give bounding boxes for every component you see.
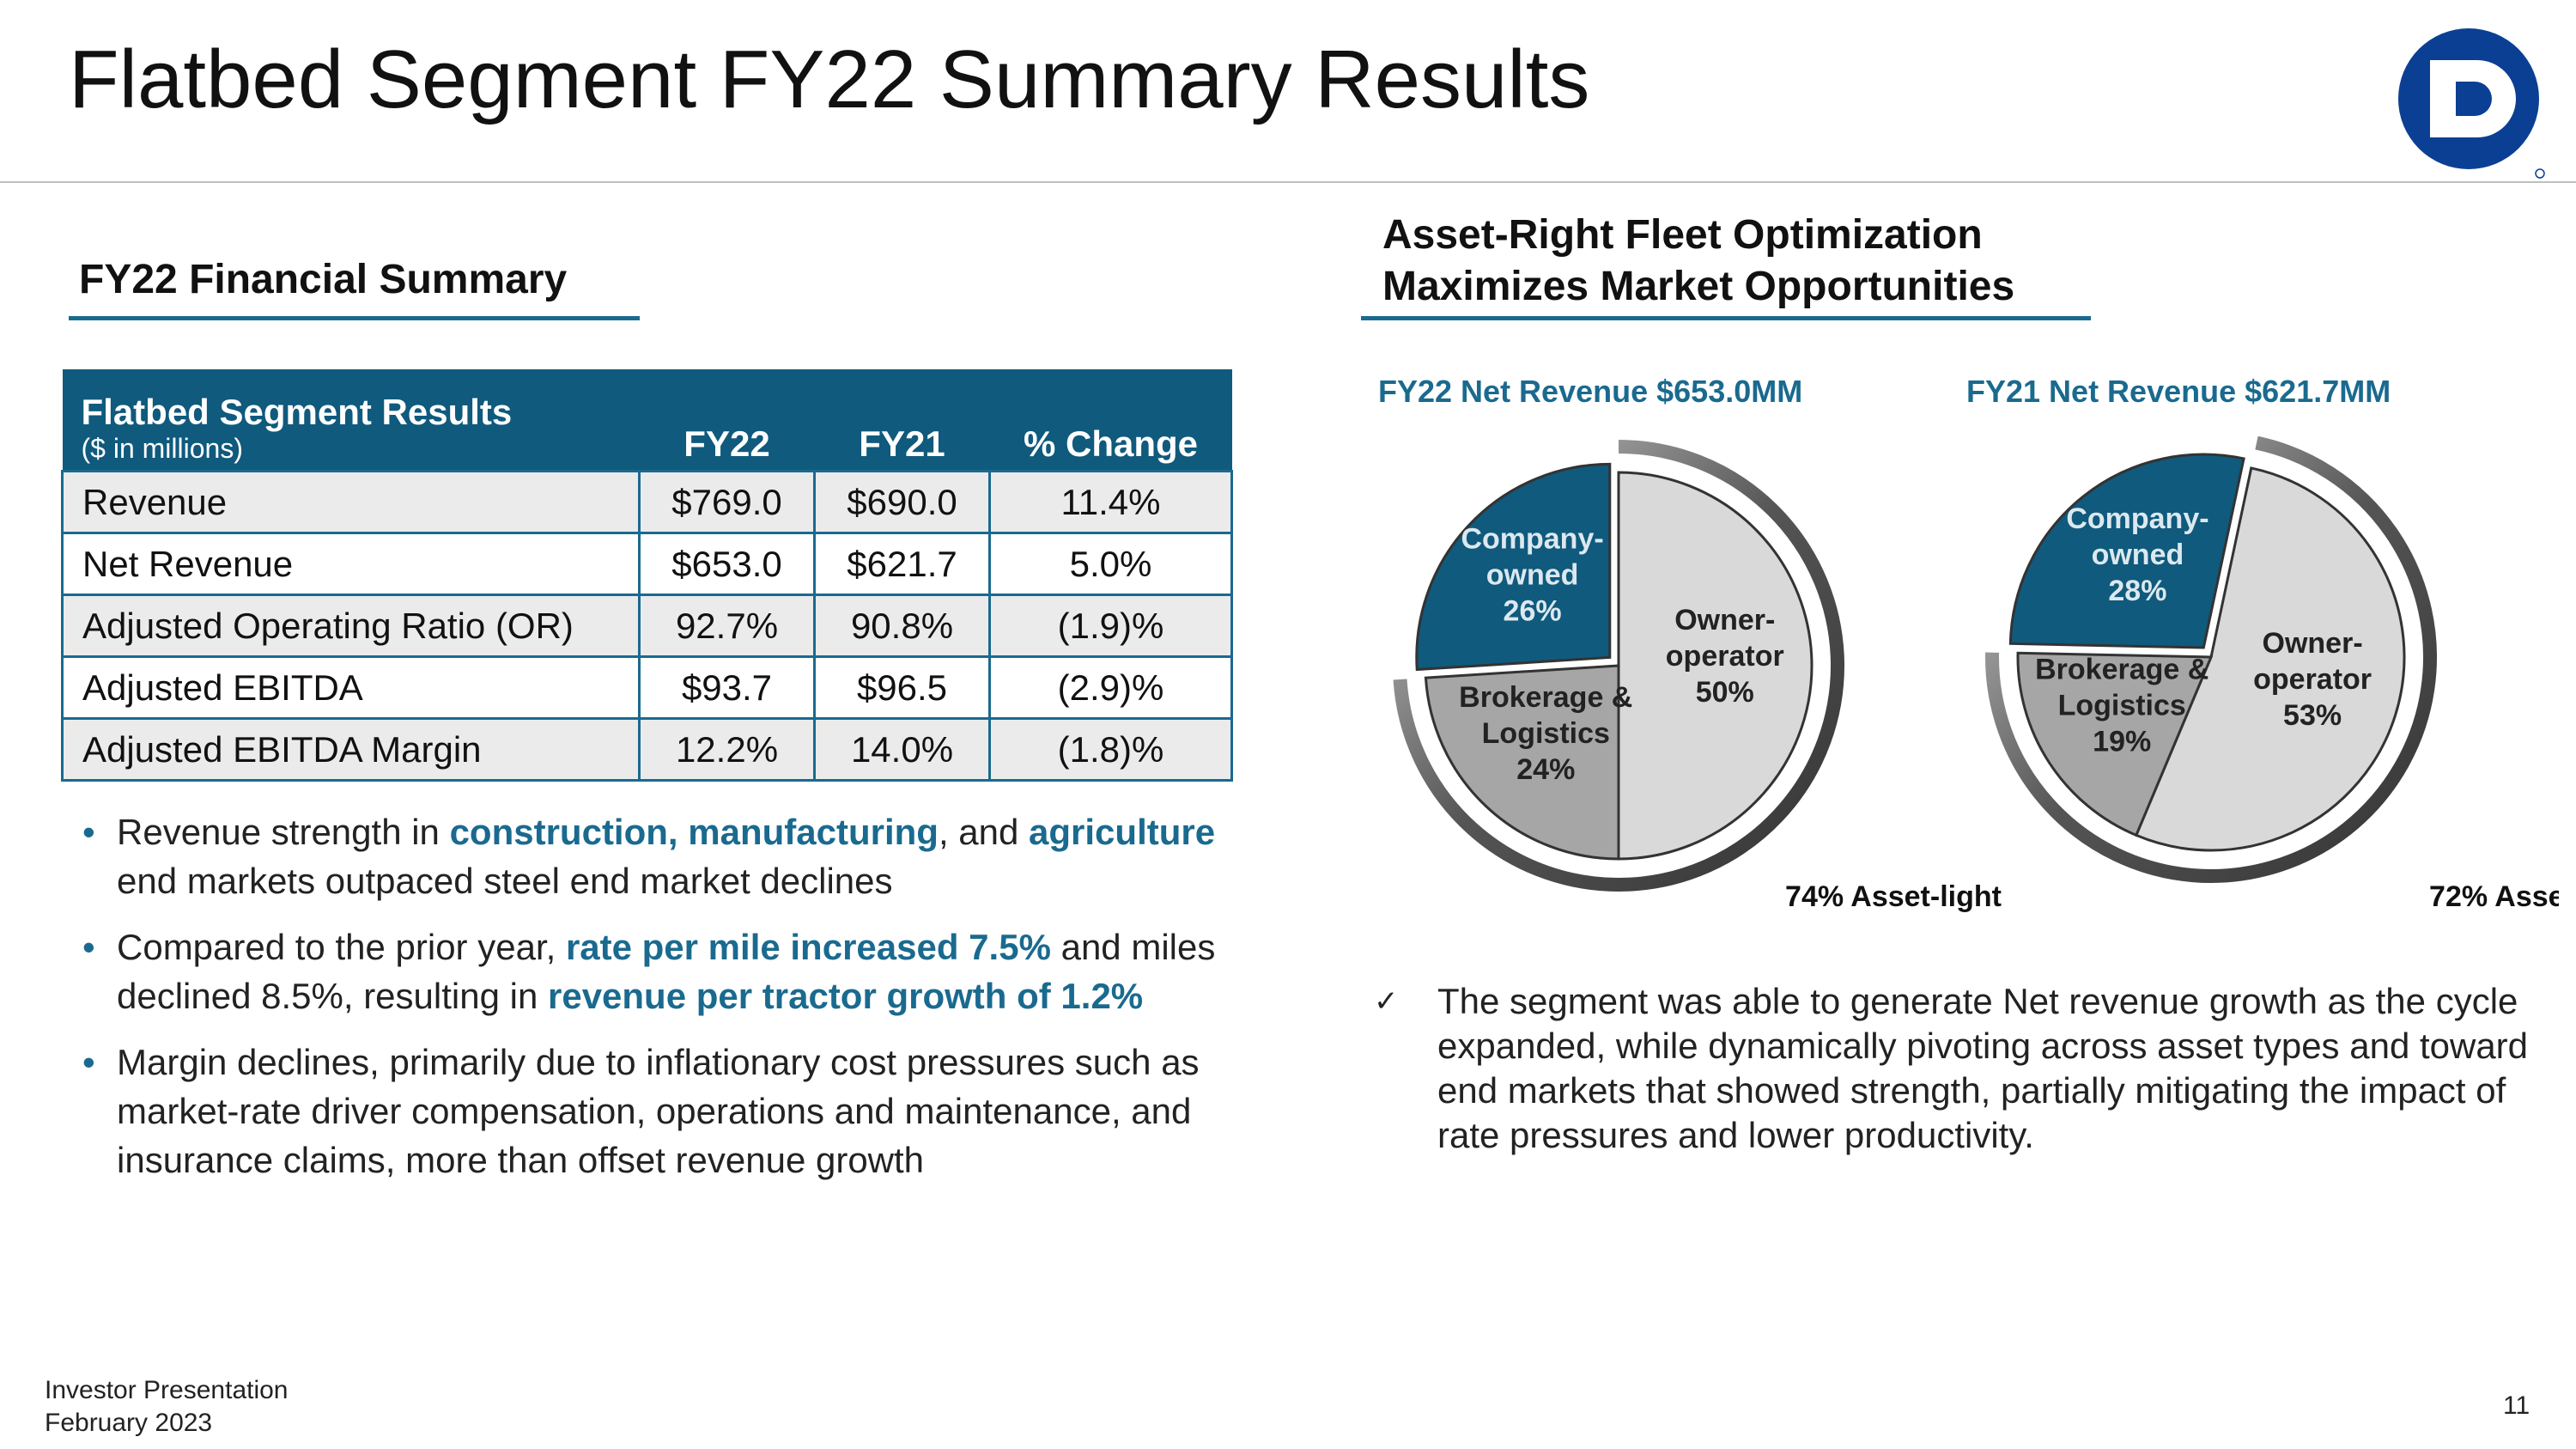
footer-line: February 2023 bbox=[45, 1409, 213, 1437]
heading-underline bbox=[1361, 316, 2091, 320]
title-rule bbox=[0, 181, 2576, 183]
page-number: 11 bbox=[2503, 1391, 2530, 1420]
slice-label: Owner-operator 50% bbox=[1666, 604, 1784, 709]
footer-line: Investor Presentation bbox=[45, 1376, 289, 1404]
pie-slice bbox=[2134, 466, 2406, 852]
slice-name: Company- bbox=[1461, 523, 1603, 556]
slice-label: Owner-operator 53% bbox=[2253, 627, 2372, 732]
row-label: Adjusted EBITDA Margin bbox=[61, 717, 641, 782]
slice-value: 53% bbox=[2283, 699, 2342, 732]
slice-value: 19% bbox=[2093, 725, 2151, 758]
bullet-text: , and bbox=[938, 812, 1030, 852]
slice-label: Brokerage & Logistics 19% bbox=[2035, 653, 2208, 758]
table-cell: $690.0 bbox=[813, 470, 991, 534]
row-label: Net Revenue bbox=[61, 532, 641, 596]
slice-value: 50% bbox=[1696, 676, 1754, 709]
table-cell: $653.0 bbox=[638, 532, 816, 596]
bullet-text: Margin declines, primarily due to inflat… bbox=[117, 1042, 1200, 1180]
asset-light-ring bbox=[1985, 435, 2437, 883]
column-header: % Change bbox=[989, 369, 1232, 472]
slice-value: 24% bbox=[1516, 753, 1575, 786]
highlight-text: construction, manufacturing bbox=[449, 812, 939, 852]
heading-underline bbox=[69, 316, 640, 320]
table-cell: $93.7 bbox=[638, 655, 816, 720]
table-cell: 5.0% bbox=[988, 532, 1233, 596]
slice-value: 26% bbox=[1504, 595, 1562, 628]
pie-slice bbox=[1617, 471, 1814, 861]
pie-slice bbox=[1415, 462, 1612, 672]
column-header: FY22 bbox=[639, 369, 815, 472]
table-cell: 14.0% bbox=[813, 717, 991, 782]
table-row: Adjusted EBITDA Margin 12.2% 14.0% (1.8)% bbox=[61, 717, 1233, 782]
heading-line: Maximizes Market Opportunities bbox=[1382, 264, 2015, 309]
bullet-text: Compared to the prior year, bbox=[117, 927, 566, 967]
row-label: Revenue bbox=[61, 470, 641, 534]
table-cell: (2.9)% bbox=[988, 655, 1233, 720]
table-row: Adjusted Operating Ratio (OR) 92.7% 90.8%(… bbox=[61, 594, 1233, 658]
bullet-text: and miles declined 8.5%, resulting in bbox=[117, 927, 1216, 1016]
bullet-text: Revenue strength in bbox=[117, 812, 450, 852]
bullet-list: Revenue strength in construction, manufa… bbox=[82, 807, 1233, 1202]
table-cell: 12.2% bbox=[638, 717, 816, 782]
highlight-text: agriculture bbox=[1029, 812, 1216, 852]
slide-title: Flatbed Segment FY22 Summary Results bbox=[69, 33, 1590, 125]
slice-name: Brokerage & bbox=[1459, 681, 1632, 714]
pie-slice bbox=[2016, 651, 2214, 837]
check-note: The segment was able to generate Net rev… bbox=[1374, 979, 2545, 1158]
table-cell: (1.8)% bbox=[988, 717, 1233, 782]
row-label: Adjusted Operating Ratio (OR) bbox=[61, 594, 641, 658]
bullet: Revenue strength in construction, manufa… bbox=[82, 807, 1233, 905]
table-row: Revenue $769.0 $690.0 11.4% bbox=[61, 470, 1233, 534]
slice-name: owned bbox=[1486, 559, 1579, 592]
table-title: Flatbed Segment Results ($ in millions) bbox=[62, 369, 640, 472]
highlight-text: rate per mile increased 7.5% bbox=[565, 927, 1051, 967]
pie-slice bbox=[2008, 453, 2245, 649]
highlight-text: revenue per tractor growth of 1.2% bbox=[547, 976, 1144, 1016]
table-subtitle: ($ in millions) bbox=[81, 433, 243, 464]
slice-name: owned bbox=[2092, 539, 2184, 571]
column-header: FY21 bbox=[814, 369, 990, 472]
slice-name: operator bbox=[1666, 640, 1784, 673]
slice-name: Logistics bbox=[2058, 689, 2186, 721]
slice-name: Logistics bbox=[1482, 717, 1610, 750]
logo bbox=[2398, 28, 2545, 179]
table-cell: $621.7 bbox=[813, 532, 991, 596]
pie-title: FY21 Net Revenue $621.7MM bbox=[1966, 374, 2391, 409]
slice-label: Brokerage & Logistics 24% bbox=[1459, 681, 1632, 786]
slice-name: Owner- bbox=[2263, 627, 2363, 660]
results-table: Flatbed Segment Results ($ in millions) F… bbox=[61, 369, 1233, 782]
asset-light-note: 74% Asset-light bbox=[1785, 880, 2002, 913]
slice-name: Company- bbox=[2066, 502, 2208, 535]
section-heading: Asset-Right Fleet Optimization Maximizes… bbox=[1382, 210, 2014, 313]
pie-title: FY22 Net Revenue $653.0MM bbox=[1378, 374, 1802, 409]
bullet: Compared to the prior year, rate per mil… bbox=[82, 922, 1233, 1020]
slice-name: operator bbox=[2253, 663, 2372, 696]
row-label: Adjusted EBITDA bbox=[61, 655, 641, 720]
slice-label: Company-owned 28% bbox=[2066, 502, 2208, 607]
asset-light-note: 72% Asset-light bbox=[2429, 880, 2559, 913]
table-cell: $769.0 bbox=[638, 470, 816, 534]
bullet: Margin declines, primarily due to inflat… bbox=[82, 1038, 1233, 1184]
table-title-text: Flatbed Segment Results bbox=[81, 392, 513, 432]
table-row: Adjusted EBITDA $93.7 $96.5 (2.9)% bbox=[61, 655, 1233, 720]
table-cell: 92.7% bbox=[638, 594, 816, 658]
table-cell: 90.8% bbox=[813, 594, 991, 658]
heading-line: Asset-Right Fleet Optimization bbox=[1382, 212, 1983, 258]
slice-label: Company-owned 26% bbox=[1461, 523, 1603, 628]
table-row: Net Revenue $653.0 $621.7 5.0% bbox=[61, 532, 1233, 596]
section-heading: FY22 Financial Summary bbox=[79, 257, 568, 302]
slice-name: Brokerage & bbox=[2035, 653, 2208, 685]
footer: Investor Presentation February 2023 bbox=[45, 1374, 289, 1440]
bullet-text: end markets outpaced steel end market de… bbox=[117, 861, 893, 901]
table-cell: 11.4% bbox=[988, 470, 1233, 534]
slice-value: 28% bbox=[2108, 575, 2166, 607]
pie-slice bbox=[1424, 664, 1620, 861]
asset-light-ring bbox=[1393, 440, 1844, 892]
table-cell: (1.9)% bbox=[988, 594, 1233, 658]
slice-name: Owner- bbox=[1674, 604, 1775, 636]
table-cell: $96.5 bbox=[813, 655, 991, 720]
